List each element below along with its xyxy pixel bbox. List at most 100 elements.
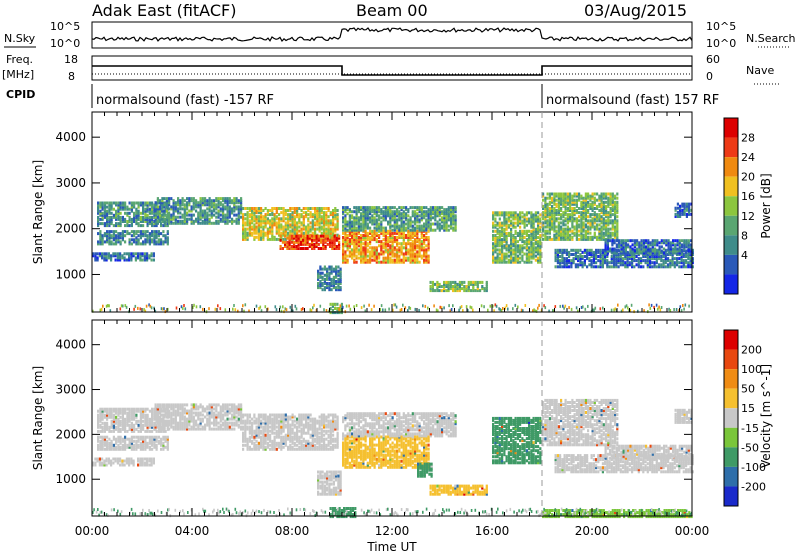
echo-cell xyxy=(99,203,102,207)
echo-cell xyxy=(255,209,258,212)
echo-cell xyxy=(148,203,151,207)
echo-cell xyxy=(164,224,167,228)
echo-cell xyxy=(284,225,287,229)
echo-cell xyxy=(566,209,569,212)
echo-cell xyxy=(371,220,374,224)
echo-cell xyxy=(534,219,537,223)
echo-cell xyxy=(674,239,677,243)
echo-cell xyxy=(159,215,162,219)
echo-cell xyxy=(616,223,619,227)
echo-cell xyxy=(255,229,258,233)
echo-cell xyxy=(580,225,583,229)
echo-cell xyxy=(248,221,251,225)
echo-cell xyxy=(530,221,533,225)
echo-cell xyxy=(373,231,376,235)
echo-cell xyxy=(143,254,146,258)
echo-cell xyxy=(318,217,321,221)
echo-cell xyxy=(609,233,612,237)
echo-cell xyxy=(682,263,685,267)
echo-cell xyxy=(631,259,634,263)
echo-cell xyxy=(224,207,227,211)
echo-cell xyxy=(420,216,423,220)
echo-cell xyxy=(362,216,365,220)
echo-cell xyxy=(335,236,338,240)
echo-cell xyxy=(396,208,399,212)
echo-cell xyxy=(492,217,495,221)
echo-cell xyxy=(228,197,231,201)
echo-cell xyxy=(323,267,326,271)
echo-cell xyxy=(660,255,663,258)
echo-cell xyxy=(580,223,583,227)
echo-cell xyxy=(378,236,381,239)
echo-cell xyxy=(562,231,565,235)
ground-scatter-cell xyxy=(284,307,287,311)
echo-cell xyxy=(387,212,390,216)
echo-cell xyxy=(525,252,528,256)
echo-cell xyxy=(642,243,645,247)
ground-scatter-cell xyxy=(577,309,579,313)
echo-cell xyxy=(357,208,360,212)
echo-cell xyxy=(588,253,591,256)
ground-scatter-cell xyxy=(399,308,402,312)
echo-cell xyxy=(548,235,551,239)
echo-cell xyxy=(553,200,556,204)
echo-cell xyxy=(364,254,367,258)
ground-scatter-cell xyxy=(119,307,122,311)
echo-cell xyxy=(445,214,448,218)
echo-cell xyxy=(578,207,581,210)
echo-cell xyxy=(108,230,111,234)
echo-cell xyxy=(101,238,104,242)
echo-cell xyxy=(494,219,497,223)
echo-cell xyxy=(562,221,565,225)
echo-cell xyxy=(331,304,334,308)
echo-cell xyxy=(611,198,614,202)
echo-cell xyxy=(662,261,665,265)
echo-cell xyxy=(311,225,314,229)
echo-cell xyxy=(382,244,385,248)
echo-cell xyxy=(537,252,540,256)
echo-cell xyxy=(569,227,572,231)
ground-scatter-cell xyxy=(180,305,183,309)
echo-cell xyxy=(319,286,322,290)
echo-cell xyxy=(405,216,408,220)
echo-cell xyxy=(530,248,533,252)
echo-cell xyxy=(683,241,686,245)
echo-cell xyxy=(573,192,576,196)
echo-cell xyxy=(685,215,688,218)
echo-cell xyxy=(323,227,326,231)
echo-cell xyxy=(534,242,537,246)
echo-cell xyxy=(210,201,213,205)
echo-cell xyxy=(680,261,683,265)
echo-cell xyxy=(328,284,331,288)
echo-cell xyxy=(119,427,122,431)
echo-cell xyxy=(590,265,593,269)
cpid-segment-2: normalsound (fast) 157 RF xyxy=(546,93,719,108)
echo-cell xyxy=(566,229,569,233)
echo-cell xyxy=(130,205,133,209)
echo-cell xyxy=(339,273,342,277)
echo-cell xyxy=(110,211,113,215)
echo-cell xyxy=(640,249,643,253)
echo-cell xyxy=(300,231,303,235)
echo-cell xyxy=(600,235,603,239)
echo-cell xyxy=(300,227,303,231)
echo-cell xyxy=(691,261,694,265)
echo-cell xyxy=(560,213,563,217)
echo-cell xyxy=(190,215,193,219)
echo-cell xyxy=(452,208,455,212)
echo-cell xyxy=(327,227,330,231)
echo-cell xyxy=(409,222,412,226)
echo-cell xyxy=(148,238,151,242)
echo-cell xyxy=(523,252,526,256)
echo-cell xyxy=(592,253,595,256)
echo-cell xyxy=(411,242,414,246)
echo-cell xyxy=(598,219,601,223)
echo-cell xyxy=(501,258,504,262)
echo-cell xyxy=(132,254,135,258)
echo-cell xyxy=(683,239,686,243)
echo-cell xyxy=(155,220,158,223)
echo-cell xyxy=(611,209,614,212)
echo-cell xyxy=(112,236,115,240)
echo-cell xyxy=(331,247,334,250)
echo-cell xyxy=(447,206,450,210)
